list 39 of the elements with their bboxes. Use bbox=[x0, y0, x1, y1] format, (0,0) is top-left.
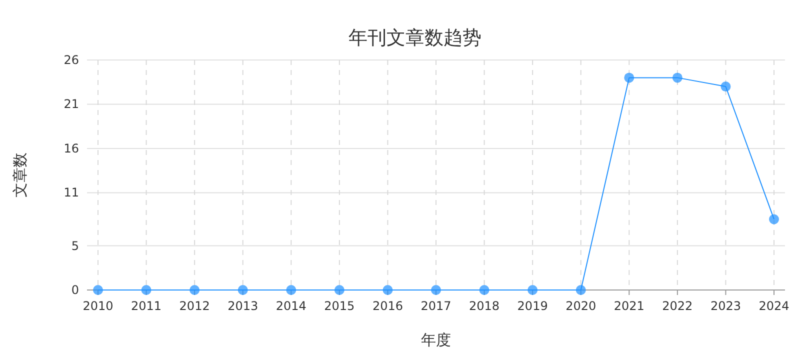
y-axis-title: 文章数 bbox=[11, 152, 29, 198]
point bbox=[334, 285, 344, 295]
point bbox=[769, 214, 779, 224]
x-tick-label: 2014 bbox=[276, 299, 306, 313]
point bbox=[479, 285, 490, 295]
x-tick-label: 2023 bbox=[710, 299, 741, 313]
point bbox=[93, 285, 103, 295]
point bbox=[431, 285, 441, 295]
x-tick-label: 2012 bbox=[179, 299, 210, 313]
x-tick-label: 2011 bbox=[131, 299, 162, 313]
y-tick-label: 21 bbox=[64, 97, 79, 112]
y-tick-label: 16 bbox=[64, 141, 79, 156]
x-tick-label: 2020 bbox=[566, 299, 596, 313]
x-tick-label: 2022 bbox=[662, 299, 693, 313]
y-tick-label: 5 bbox=[71, 238, 79, 253]
x-tick-label: 2024 bbox=[758, 299, 790, 313]
x-tick-label: 2019 bbox=[517, 299, 548, 313]
y-tick-label: 26 bbox=[64, 53, 79, 67]
x-tick-label: 2021 bbox=[614, 299, 644, 313]
y-tick-label: 0 bbox=[71, 283, 79, 297]
x-tick-label: 2018 bbox=[469, 299, 500, 313]
point bbox=[238, 285, 248, 295]
x-tick-label: 2013 bbox=[228, 299, 258, 313]
x-tick-label: 2015 bbox=[324, 299, 355, 313]
point bbox=[286, 285, 296, 295]
point bbox=[672, 72, 682, 83]
point bbox=[624, 72, 634, 83]
x-tick-label: 2016 bbox=[372, 299, 403, 313]
x-axis-title: 年度 bbox=[421, 331, 451, 349]
y-tick-label: 11 bbox=[64, 186, 79, 200]
x-tick-label: 2017 bbox=[420, 299, 452, 313]
point bbox=[141, 285, 152, 295]
x-tick-label: 2010 bbox=[82, 299, 114, 313]
point bbox=[190, 285, 200, 295]
point bbox=[528, 285, 538, 295]
point bbox=[576, 285, 586, 295]
point bbox=[382, 285, 393, 295]
point bbox=[720, 82, 731, 92]
chart-title: 年刊文章数趋势 bbox=[348, 27, 482, 49]
